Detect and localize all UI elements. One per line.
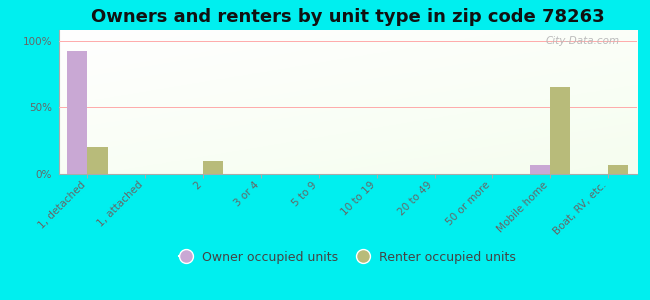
Bar [550, 87, 571, 174]
Bar [87, 147, 108, 174]
Bar [203, 161, 224, 174]
Text: City-Data.com: City-Data.com [545, 36, 619, 46]
Bar [608, 165, 629, 174]
Legend: Owner occupied units, Renter occupied units: Owner occupied units, Renter occupied un… [174, 245, 521, 268]
Bar [530, 165, 550, 174]
Bar [67, 51, 87, 174]
Title: Owners and renters by unit type in zip code 78263: Owners and renters by unit type in zip c… [91, 8, 604, 26]
